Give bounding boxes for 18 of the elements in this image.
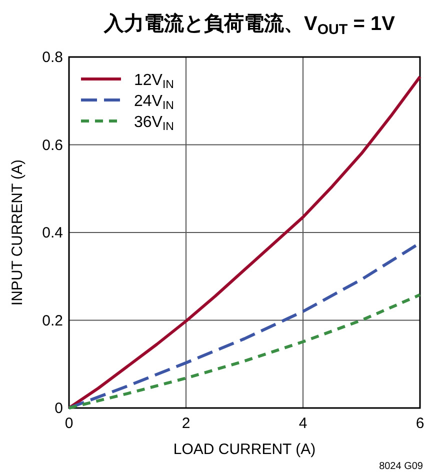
x-axis-title: LOAD CURRENT (A) xyxy=(173,441,316,458)
line-series xyxy=(68,293,422,410)
legend-label: 36V$_{IN}$ xyxy=(134,114,174,133)
y-tick-label: 0.8 xyxy=(42,49,63,66)
x-tick-label: 6 xyxy=(416,415,424,432)
chart-title: 入力電流と負荷電流、V$_{OUT}$ = 1V xyxy=(103,12,396,38)
x-tick-label: 0 xyxy=(64,415,74,432)
legend-label: 24V$_{IN}$ xyxy=(134,93,174,112)
y-axis-title: INPUT CURRENT (A) xyxy=(9,159,26,306)
y-tick-label: 0.6 xyxy=(42,136,63,154)
y-tick-label: 0.4 xyxy=(42,224,63,242)
y-tick-label: 0 xyxy=(54,400,63,417)
x-tick-label: 4 xyxy=(298,415,308,432)
y-tick-label: 0.2 xyxy=(42,312,63,330)
x-tick-label: 2 xyxy=(182,415,190,432)
legend-label: 12V$_{IN}$ xyxy=(134,72,174,91)
text: 8024 G09 xyxy=(379,461,424,472)
line-series xyxy=(68,75,422,410)
